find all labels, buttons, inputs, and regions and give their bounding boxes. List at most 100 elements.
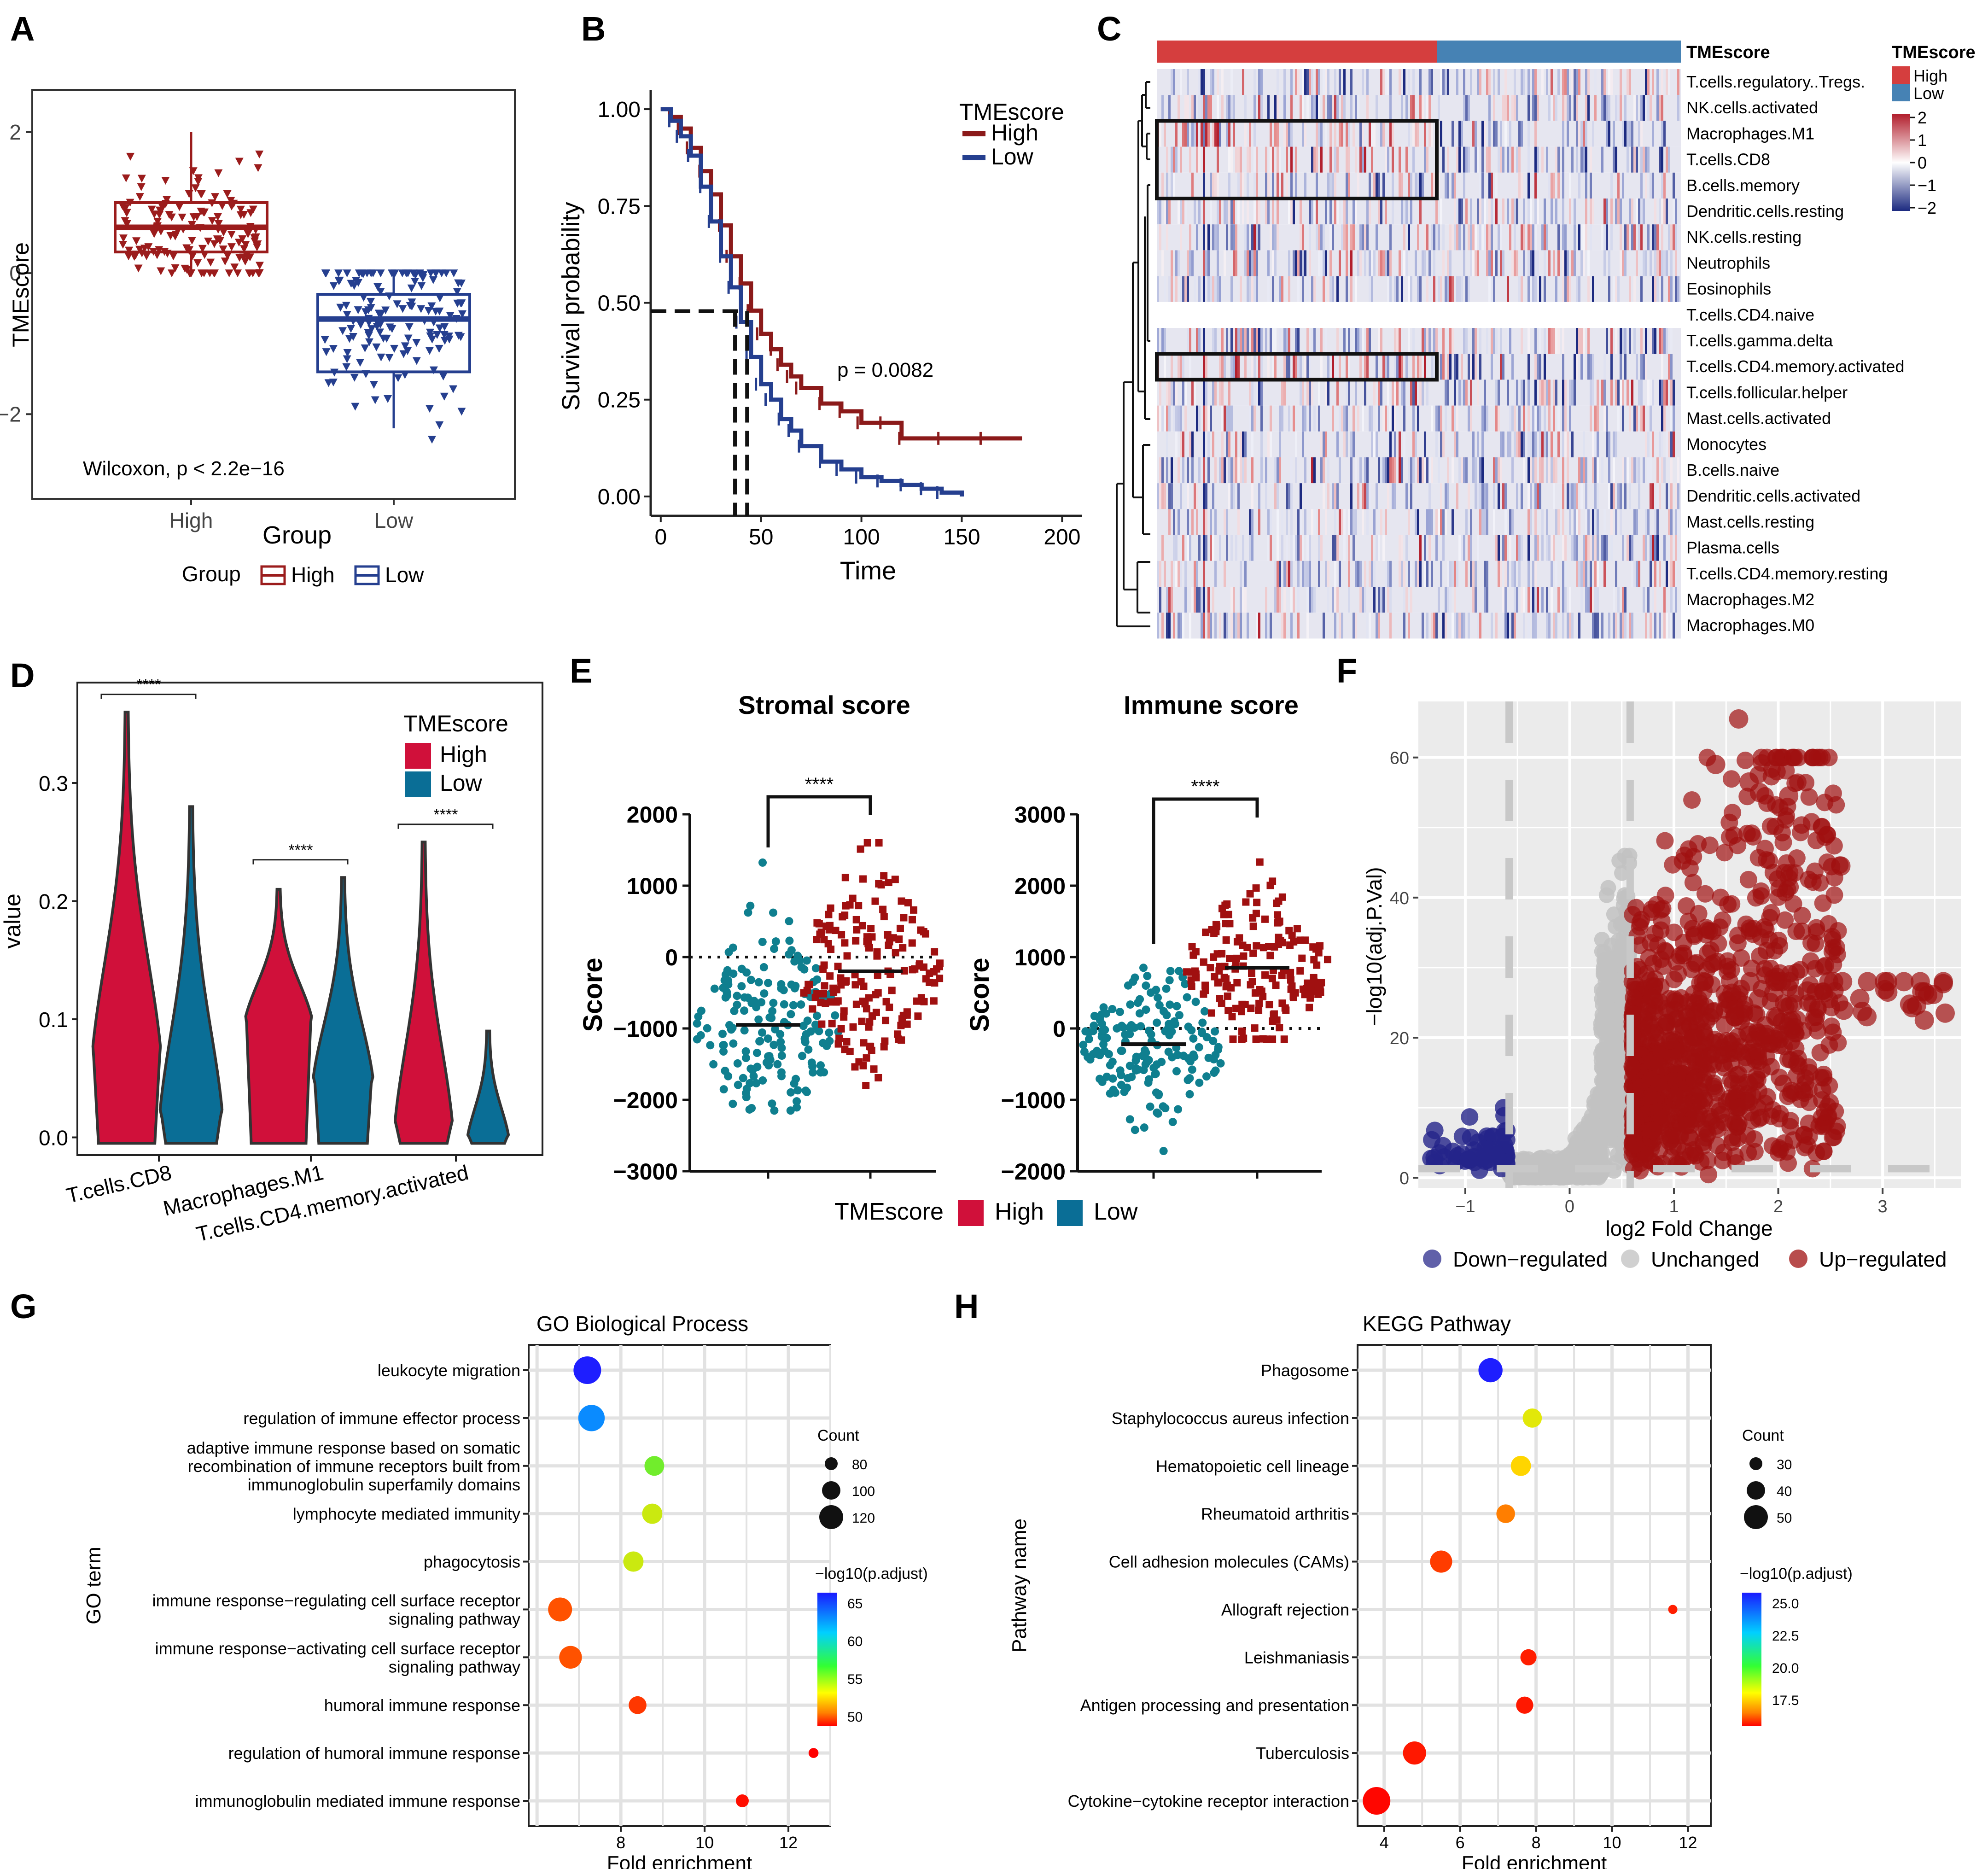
heatmap-cell <box>1219 276 1221 302</box>
heatmap-cell <box>1509 613 1511 639</box>
data-point <box>1216 995 1224 1003</box>
heatmap-cell <box>1663 172 1666 199</box>
heatmap-cell <box>1387 354 1389 380</box>
heatmap-cell <box>1645 354 1647 380</box>
heatmap-cell <box>1594 431 1597 457</box>
heatmap-cell <box>1212 69 1214 95</box>
heatmap-cell <box>1168 95 1171 121</box>
heatmap-cell <box>1164 121 1166 147</box>
heatmap-cell <box>1175 405 1178 432</box>
heatmap-cell <box>1500 121 1502 147</box>
data-point <box>825 1028 834 1037</box>
heatmap-cell <box>1244 328 1247 354</box>
heatmap-cell <box>1247 328 1249 354</box>
data-point <box>697 1006 705 1015</box>
heatmap-cell <box>1587 535 1590 561</box>
data-point <box>426 405 434 413</box>
data-point <box>1102 1072 1111 1081</box>
data-point <box>857 978 865 986</box>
heatmap-cell <box>1389 276 1392 302</box>
heatmap-cell <box>1325 121 1327 147</box>
data-point <box>1241 1000 1249 1008</box>
heatmap-cell <box>1585 199 1587 225</box>
heatmap-cell <box>1253 380 1256 406</box>
survival-curve-low <box>660 107 964 496</box>
heatmap-cell <box>1675 587 1677 613</box>
heatmap-cell <box>1417 405 1419 432</box>
data-point <box>233 269 242 278</box>
data-point <box>1211 973 1218 981</box>
heatmap-cell <box>1675 250 1677 276</box>
heatmap-cell <box>1339 69 1341 95</box>
heatmap-cell <box>1491 613 1493 639</box>
heatmap-cell <box>1608 483 1610 509</box>
heatmap-cell <box>1371 561 1373 587</box>
heatmap-cell <box>1615 199 1617 225</box>
heatmap-cell <box>1175 276 1178 302</box>
heatmap-cell <box>1203 587 1205 613</box>
legend-key-low <box>1057 1200 1083 1226</box>
heatmap-cell <box>1491 199 1493 225</box>
heatmap-cell <box>1472 457 1475 484</box>
data-point <box>367 269 375 278</box>
heatmap-cell <box>1516 199 1518 225</box>
heatmap-cell <box>1638 121 1640 147</box>
heatmap-cell <box>1311 380 1313 406</box>
heatmap-cell <box>1279 328 1281 354</box>
heatmap-cell <box>1311 199 1313 225</box>
heatmap-cell <box>1334 199 1336 225</box>
heatmap-cell <box>1516 380 1518 406</box>
heatmap-cell <box>1638 199 1640 225</box>
data-point <box>895 935 903 943</box>
heatmap-cell <box>1405 587 1408 613</box>
data-point <box>1226 920 1234 928</box>
heatmap-cell <box>1465 509 1468 535</box>
heatmap-cell <box>1557 224 1560 251</box>
heatmap-cell <box>1191 457 1194 484</box>
heatmap-cell <box>1481 172 1484 199</box>
heatmap-cell <box>1428 457 1431 484</box>
heatmap-cell <box>1244 95 1247 121</box>
heatmap-cell <box>1507 328 1509 354</box>
data-point <box>855 902 863 910</box>
data-point <box>179 225 187 234</box>
heatmap-cell <box>1428 509 1431 535</box>
heatmap-cell <box>1410 199 1412 225</box>
heatmap-cell <box>1309 250 1311 276</box>
heatmap-cell <box>1221 354 1224 380</box>
heatmap-cell <box>1477 613 1479 639</box>
heatmap-cell <box>1297 250 1300 276</box>
heatmap-cell <box>1424 354 1426 380</box>
heatmap-cell <box>1606 95 1608 121</box>
heatmap-cell <box>1440 561 1442 587</box>
data-point <box>1102 1034 1111 1042</box>
heatmap-cell <box>1403 199 1405 225</box>
heatmap-cell <box>1675 535 1677 561</box>
data-point <box>457 279 466 287</box>
heatmap-cell <box>1576 121 1578 147</box>
heatmap-cell <box>1253 405 1256 432</box>
heatmap-cell <box>1530 509 1532 535</box>
heatmap-cell <box>1440 354 1442 380</box>
heatmap-cell <box>1341 121 1343 147</box>
heatmap-cell <box>1196 121 1198 147</box>
heatmap-cell <box>1182 276 1184 302</box>
heatmap-cell <box>1419 95 1422 121</box>
heatmap-cell <box>1428 535 1431 561</box>
heatmap-cell <box>1237 613 1240 639</box>
data-point <box>1188 982 1195 990</box>
data-point <box>435 345 443 353</box>
heatmap-cell <box>1219 121 1221 147</box>
data-point <box>424 307 433 315</box>
heatmap-cell <box>1249 380 1251 406</box>
heatmap-cell <box>1233 613 1235 639</box>
heatmap-cell <box>1576 354 1578 380</box>
heatmap-cell <box>1219 199 1221 225</box>
data-point <box>376 321 385 329</box>
data-point <box>1312 945 1320 953</box>
data-point <box>1304 979 1312 987</box>
heatmap-cell <box>1336 95 1339 121</box>
heatmap-cell <box>1534 431 1537 457</box>
data-point <box>865 943 873 951</box>
point-down <box>1453 1127 1471 1145</box>
